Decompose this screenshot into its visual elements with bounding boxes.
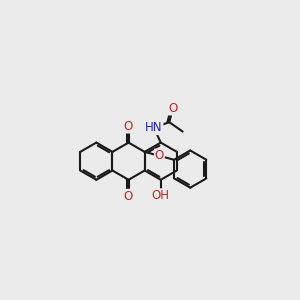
Text: O: O [123,120,132,133]
Text: O: O [168,102,178,115]
Text: OH: OH [152,189,170,202]
Text: O: O [123,190,132,203]
Text: O: O [155,149,164,162]
Text: HN: HN [145,121,163,134]
